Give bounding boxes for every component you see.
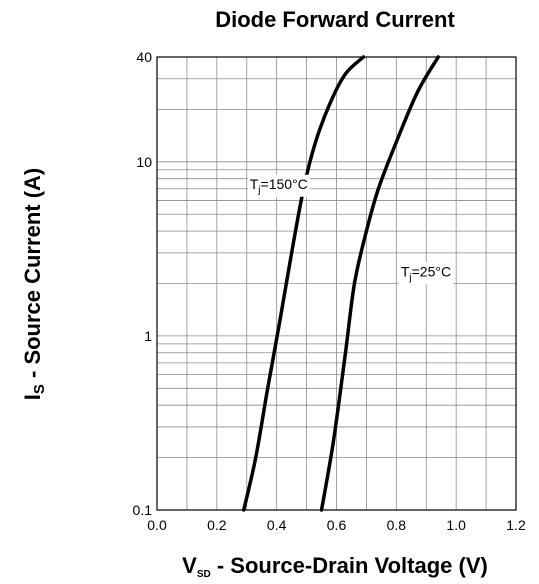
annotation-main: T [401, 263, 410, 279]
series-annotation-tj-25c: Tj=25°C [398, 262, 454, 285]
series-line-tj-150c [242, 55, 366, 512]
plot-frame [156, 56, 517, 511]
annotation-background [398, 262, 454, 285]
annotation-sub: j [257, 185, 260, 196]
annotation-rest: =25°C [412, 263, 451, 279]
annotation-main: T [250, 176, 259, 192]
y-axis-label: IS - Source Current (A) [20, 168, 48, 401]
y-axis-label-rest: - Source Current (A) [20, 168, 45, 384]
x-tick-label: 0.0 [147, 517, 167, 533]
annotation-sub: j [408, 272, 411, 283]
x-axis-label-main: V [182, 553, 197, 578]
y-tick-labels: 0.1 1 10 40 [133, 49, 153, 518]
x-axis-label: VSD - Source-Drain Voltage (V) [182, 553, 488, 580]
annotation-text: Tj=150°C [250, 176, 308, 196]
y-tick-label: 10 [136, 154, 152, 170]
annotation-rest: =150°C [261, 176, 308, 192]
annotation-background [247, 174, 310, 197]
x-tick-label: 1.0 [446, 517, 466, 533]
x-tick-labels: 0.0 0.2 0.4 0.6 0.8 1.0 1.2 [147, 517, 526, 533]
series [242, 55, 440, 512]
x-tick-label: 0.4 [267, 517, 287, 533]
x-tick-label: 0.2 [207, 517, 227, 533]
x-axis-label-rest: - Source-Drain Voltage (V) [211, 553, 488, 578]
x-tick-label: 0.8 [387, 517, 407, 533]
y-tick-label: 40 [136, 49, 152, 65]
y-tick-label: 1 [144, 328, 152, 344]
chart-title: Diode Forward Current [215, 7, 455, 32]
y-axis-label-sub: S [31, 384, 48, 394]
y-axis-label-main: I [20, 394, 45, 400]
x-tick-label: 0.6 [327, 517, 347, 533]
x-tick-label: 1.2 [506, 517, 526, 533]
grid [157, 57, 516, 510]
series-line-tj-25c [319, 55, 440, 512]
series-annotations: Tj=150°CTj=25°C [247, 174, 454, 285]
x-axis-label-sub: SD [197, 569, 211, 580]
series-annotation-tj-150c: Tj=150°C [247, 174, 310, 197]
annotation-text: Tj=25°C [401, 263, 451, 283]
y-tick-label: 0.1 [133, 502, 153, 518]
